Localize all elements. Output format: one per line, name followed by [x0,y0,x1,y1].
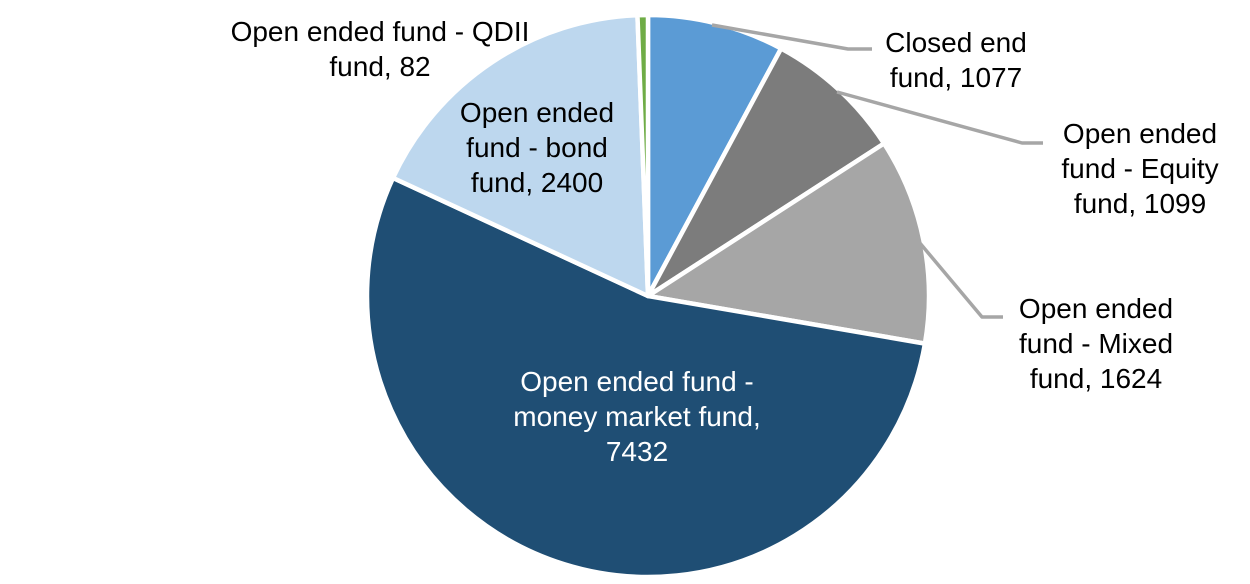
data-label-line: fund, 1077 [889,62,1023,93]
pie-slice-closed-end-fund [645,12,784,299]
data-label-line: Closed end [885,27,1027,58]
data-label-bond-fund: Open ended fund - bond fund, 2400 [460,95,614,200]
data-label-line: 7432 [605,436,669,467]
data-label-line: fund, 2400 [470,167,604,198]
data-label-line: Open ended [459,97,615,128]
leader-line-equity-fund [836,90,1043,145]
data-label-qdii-fund: Open ended fund - QDII fund, 82 [231,14,530,84]
data-label-line: Open ended [1062,118,1218,149]
data-label-line: fund - Equity [1061,153,1219,184]
pie-slice-open-ended-equity-fund [645,46,887,299]
pie-slice-open-ended-bond-fund [390,12,651,299]
data-label-equity-fund: Open ended fund - Equity fund, 1099 [1061,116,1218,221]
data-label-line: Open ended [1018,293,1174,324]
pie-slice-open-ended-qdii-fund [635,12,651,299]
leader-line-mixed-fund [917,240,1003,319]
data-label-line: fund, 1624 [1029,363,1163,394]
data-label-money-market-fund: Open ended fund - money market fund, 743… [513,364,760,469]
data-label-line: fund, 82 [329,51,431,82]
pie-slice-open-ended-mixed-fund [645,141,932,346]
data-label-mixed-fund: Open ended fund - Mixed fund, 1624 [1019,291,1173,396]
data-label-closed-end-fund: Closed end fund, 1077 [885,25,1027,95]
pie-slice-open-ended-money-market-fund [364,175,928,580]
leader-line-closed-end-fund [711,23,872,51]
data-label-line: fund, 1099 [1073,188,1207,219]
pie-slices [364,12,932,580]
data-label-line: fund - Mixed [1018,328,1174,359]
data-label-line: money market fund, [513,401,761,432]
data-label-line: fund - bond [466,132,608,163]
data-label-line: Open ended fund - QDII [230,16,530,47]
data-label-line: Open ended fund - [520,366,754,397]
